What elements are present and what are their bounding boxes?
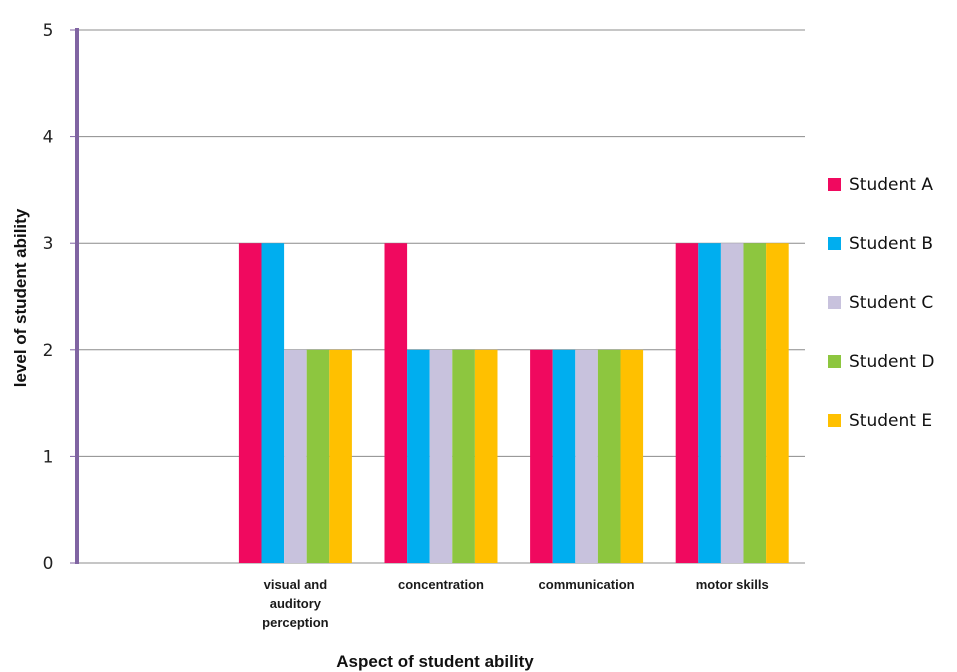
bar-student-e xyxy=(766,243,789,563)
y-axis-title: level of student ability xyxy=(11,208,30,387)
bar-student-e xyxy=(620,349,644,563)
bar-student-a xyxy=(238,243,262,563)
legend-label: Student E xyxy=(849,411,932,431)
bar-student-d xyxy=(306,349,330,563)
bar-student-c xyxy=(575,349,598,563)
x-axis-title: Aspect of student ability xyxy=(336,652,534,671)
x-category-label: concentration xyxy=(398,577,484,592)
bars-group xyxy=(238,243,789,563)
legend-swatch xyxy=(828,178,841,191)
x-category-label: visual and xyxy=(264,577,328,592)
legend-swatch xyxy=(828,414,841,427)
legend-swatch xyxy=(828,237,841,250)
y-tick-labels: 0 1 2 3 4 5 xyxy=(43,21,54,574)
y-tick-label: 5 xyxy=(43,21,54,41)
legend-label: Student B xyxy=(849,234,933,254)
y-tick-label: 4 xyxy=(43,128,54,148)
y-tick-label: 0 xyxy=(43,554,54,574)
x-category-label: auditory xyxy=(270,596,322,611)
x-category-label: communication xyxy=(539,577,635,592)
bar-student-a xyxy=(675,243,699,563)
bar-student-b xyxy=(261,243,285,563)
legend-swatch xyxy=(828,296,841,309)
bar-student-b xyxy=(698,243,721,563)
legend-label: Student A xyxy=(849,175,933,195)
bar-student-a xyxy=(530,349,553,563)
bar-student-c xyxy=(429,349,453,563)
y-tick-label: 3 xyxy=(43,234,54,254)
legend-label: Student C xyxy=(849,293,933,313)
bar-student-d xyxy=(743,243,767,563)
bar-student-a xyxy=(384,243,408,563)
y-tick-label: 1 xyxy=(43,447,54,467)
bar-student-b xyxy=(552,349,576,563)
y-tick-label: 2 xyxy=(43,341,54,361)
bar-student-d xyxy=(597,349,621,563)
x-category-labels: visual and auditory perception concentratio… xyxy=(262,577,769,630)
bar-student-e xyxy=(329,349,352,563)
x-category-label: perception xyxy=(262,615,329,630)
bar-student-c xyxy=(284,349,307,563)
bar-student-d xyxy=(452,349,475,563)
bar-student-c xyxy=(720,243,744,563)
x-category-label: motor skills xyxy=(696,577,769,592)
bar-student-e xyxy=(474,349,498,563)
legend: Student A Student B Student C Student D Stud… xyxy=(828,175,934,431)
legend-swatch xyxy=(828,355,841,368)
bar-student-b xyxy=(407,349,430,563)
legend-label: Student D xyxy=(849,352,934,372)
